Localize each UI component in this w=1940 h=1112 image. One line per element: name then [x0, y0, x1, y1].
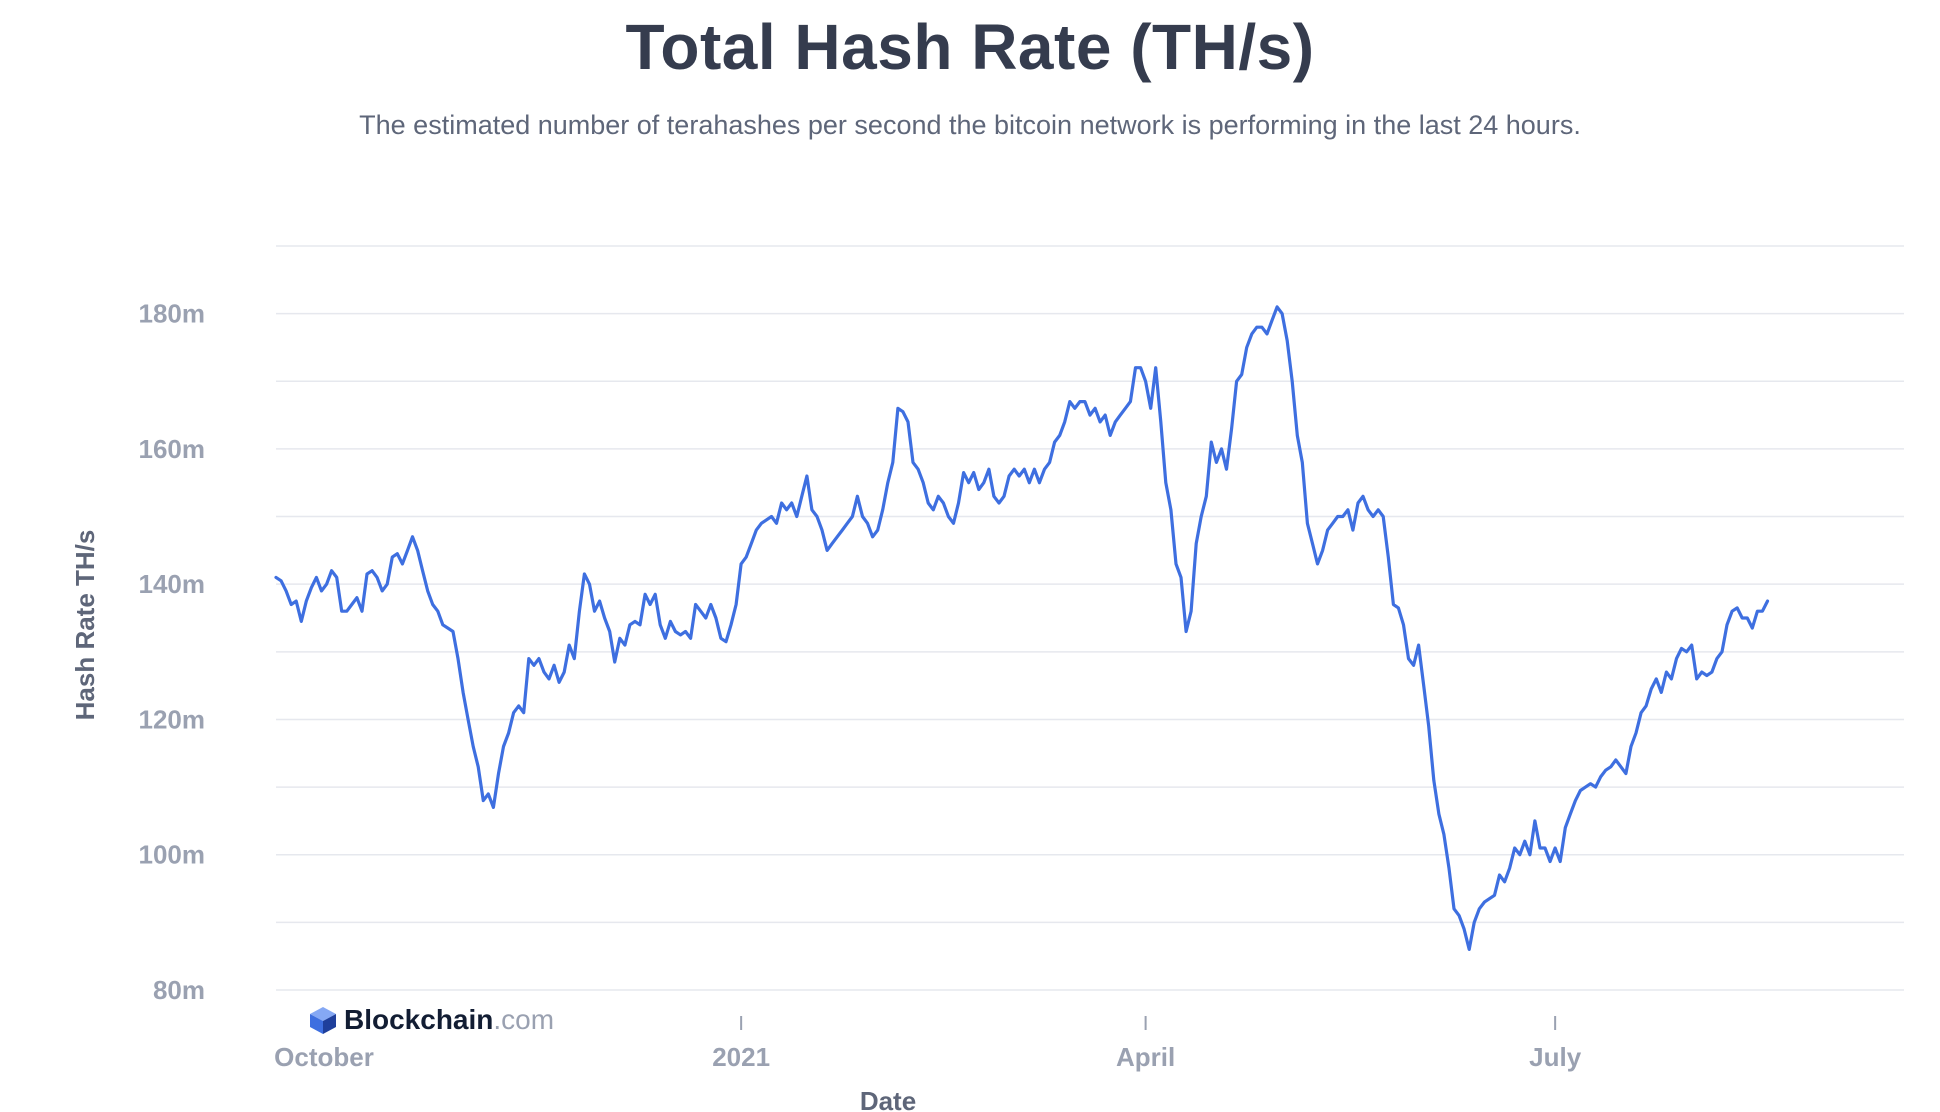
grid-lines	[276, 245, 1904, 991]
brand-name: Blockchain	[344, 1004, 494, 1035]
brand-suffix: .com	[493, 1004, 555, 1035]
x-tick-label: 2021	[712, 1042, 770, 1072]
y-tick-label: 180m	[139, 299, 206, 329]
x-tick-label: April	[1116, 1042, 1175, 1072]
y-tick-label: 100m	[139, 840, 206, 870]
brand-watermark: Blockchain .com	[308, 1004, 554, 1036]
series-line	[274, 305, 1770, 951]
chart-title: Total Hash Rate (TH/s)	[625, 11, 1315, 83]
x-axis-label: Date	[860, 1086, 916, 1112]
y-tick-label: 140m	[139, 569, 206, 599]
blockchain-logo-icon	[310, 1007, 336, 1034]
x-tick-label: October	[274, 1042, 374, 1072]
y-tick-label: 160m	[139, 434, 206, 464]
y-axis-ticks: 80m 100m 120m 140m 160m 180m	[139, 299, 206, 1005]
series-layer	[274, 305, 1770, 951]
y-axis-label: Hash Rate TH/s	[70, 530, 100, 721]
y-tick-label: 120m	[139, 704, 206, 734]
y-tick-label: 80m	[153, 975, 205, 1005]
x-axis-ticks: October 2021 April July	[274, 1016, 1582, 1072]
chart-subtitle: The estimated number of terahashes per s…	[359, 110, 1581, 140]
x-tick-label: July	[1529, 1042, 1582, 1072]
